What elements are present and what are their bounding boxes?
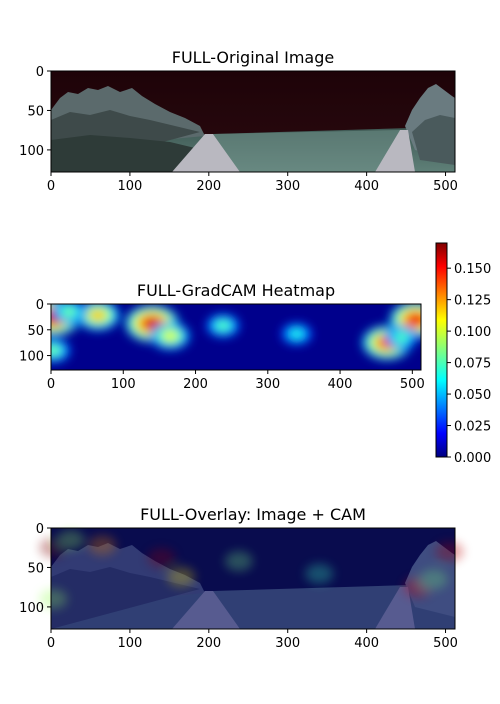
colorbar-tick-label: 0.075 bbox=[454, 357, 491, 372]
x-tick-label: 200 bbox=[183, 377, 208, 392]
panel-heatmap-title: FULL-GradCAM Heatmap bbox=[137, 281, 335, 300]
y-tick-label: 0 bbox=[36, 522, 44, 537]
x-tick-label: 0 bbox=[47, 636, 55, 651]
original-axes-frame bbox=[50, 70, 456, 173]
y-tick-label: 100 bbox=[19, 144, 44, 159]
x-tick-label: 400 bbox=[354, 636, 379, 651]
colorbar-tick-label: 0.050 bbox=[454, 388, 491, 403]
panel-heatmap: FULL-GradCAM Heatmap 0 100 200 300 400 500050… bbox=[19, 242, 491, 466]
overlay-hotspot bbox=[419, 569, 448, 590]
heatmap-hotspot bbox=[163, 331, 177, 341]
x-tick-label: 200 bbox=[196, 179, 221, 194]
y-tick-label: 100 bbox=[19, 350, 44, 365]
y-tick-label: 100 bbox=[19, 601, 44, 616]
overlay-hotspot bbox=[88, 535, 117, 556]
x-tick-label: 500 bbox=[433, 636, 458, 651]
x-tick-label: 0 bbox=[47, 377, 55, 392]
heatmap-hotspot bbox=[51, 346, 59, 355]
overlay-hotspot bbox=[147, 547, 176, 568]
x-tick-label: 0 bbox=[47, 179, 55, 194]
heatmap-hotspot bbox=[63, 307, 75, 316]
panel-original: FULL-Original Image 0 100 200 300 400 500 0 50 1… bbox=[19, 48, 458, 194]
heatmap-hotspot bbox=[291, 330, 302, 338]
y-tick-label: 0 bbox=[36, 65, 44, 80]
colorbar-gradient bbox=[436, 243, 447, 457]
y-tick-label: 50 bbox=[27, 561, 44, 576]
heatmap-hotspot bbox=[407, 313, 421, 326]
panel-overlay: FULL-Overlay: Image + CAM 0 100 200 300 400 5… bbox=[19, 505, 464, 651]
colorbar-tick-label: 0.150 bbox=[454, 262, 491, 277]
heatmap-hotspot bbox=[396, 333, 407, 342]
colorbar-ticks: 0.000 0.025 0.050 0.075 0.100 0.125 0.150 bbox=[447, 262, 491, 466]
colorbar: 0.000 0.025 0.050 0.075 0.100 0.125 0.150 bbox=[435, 242, 491, 466]
panel-overlay-title: FULL-Overlay: Image + CAM bbox=[140, 505, 366, 524]
panel-original-title: FULL-Original Image bbox=[172, 48, 334, 67]
x-tick-label: 100 bbox=[111, 377, 136, 392]
overlay-axes-frame bbox=[50, 527, 456, 630]
overlay-hotspot bbox=[305, 563, 334, 584]
x-tick-label: 300 bbox=[275, 636, 300, 651]
x-tick-label: 400 bbox=[354, 179, 379, 194]
x-tick-label: 300 bbox=[275, 179, 300, 194]
y-tick-label: 50 bbox=[27, 324, 44, 339]
x-tick-label: 300 bbox=[255, 377, 280, 392]
overlay-hotspot bbox=[39, 589, 68, 610]
x-tick-label: 100 bbox=[117, 636, 142, 651]
x-tick-label: 400 bbox=[328, 377, 353, 392]
heatmap-hotspot bbox=[217, 321, 229, 330]
y-tick-label: 0 bbox=[36, 298, 44, 313]
overlay-hotspot bbox=[435, 541, 464, 562]
overlay-hotspot bbox=[224, 551, 253, 572]
colorbar-tick-label: 0.125 bbox=[454, 294, 491, 309]
original-axes: 0 100 200 300 400 500 0 50 100 bbox=[19, 65, 458, 194]
overlay-axes: 0 100 200 300 400 500 0 50 100 bbox=[19, 522, 458, 651]
heatmap-hotspot bbox=[91, 310, 105, 321]
x-tick-label: 500 bbox=[400, 377, 425, 392]
colorbar-tick-label: 0.025 bbox=[454, 420, 491, 435]
colorbar-frame bbox=[435, 242, 448, 458]
overlay-hotspot bbox=[56, 529, 85, 550]
x-tick-label: 200 bbox=[196, 636, 221, 651]
x-tick-label: 500 bbox=[433, 179, 458, 194]
heatmap-axes-frame bbox=[50, 303, 422, 371]
x-tick-label: 100 bbox=[117, 179, 142, 194]
heatmap-image bbox=[51, 304, 421, 370]
original-image bbox=[51, 71, 455, 172]
colorbar-tick-label: 0.000 bbox=[454, 451, 491, 466]
overlay-image bbox=[39, 528, 464, 629]
colorbar-tick-label: 0.100 bbox=[454, 325, 491, 340]
y-tick-label: 50 bbox=[27, 104, 44, 119]
overlay-hotspot bbox=[167, 566, 196, 587]
